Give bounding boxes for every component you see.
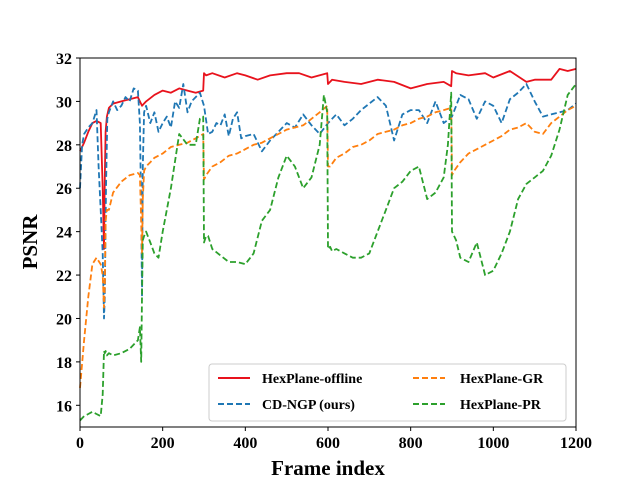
y-axis-label: PSNR: [18, 214, 42, 270]
legend-label-hexplane-pr: HexPlane-PR: [460, 398, 542, 413]
y-tick-label: 18: [56, 355, 72, 372]
legend-box: [208, 363, 567, 422]
series-line-cd-ngp-ours: [79, 83, 577, 320]
series-layer: [79, 68, 577, 422]
series-line-hexplane-pr: [79, 83, 577, 422]
x-tick-label: 200: [151, 435, 175, 452]
x-tick-label: 800: [399, 435, 423, 452]
y-tick-label: 28: [56, 138, 72, 155]
y-tick-label: 22: [56, 268, 72, 285]
x-tick-label: 400: [233, 435, 257, 452]
x-axis-label: Frame index: [271, 456, 385, 480]
y-tick-label: 32: [56, 51, 72, 68]
y-tick-label: 26: [56, 181, 72, 198]
x-tick-label: 1200: [560, 435, 592, 452]
legend-label-hexplane-offline: HexPlane-offline: [262, 372, 362, 387]
axes-layer: 0 200 400 600 800 1000 1200 16 18 20 22 24 26 28 30 32: [56, 51, 592, 452]
y-tick-label: 16: [56, 398, 72, 415]
series-line-hexplane-gr: [79, 104, 577, 388]
legend: HexPlane-offline CD-NGP (ours) HexPlane-…: [208, 363, 567, 422]
legend-label-hexplane-gr: HexPlane-GR: [460, 372, 544, 387]
y-tick-label: 30: [56, 94, 72, 111]
legend-label-cd-ngp: CD-NGP (ours): [262, 398, 355, 413]
y-tick-label: 20: [56, 311, 72, 328]
x-tick-label: 1000: [477, 435, 509, 452]
x-tick-label: 0: [76, 435, 84, 452]
y-tick-label: 24: [56, 225, 72, 242]
x-tick-label: 600: [316, 435, 340, 452]
